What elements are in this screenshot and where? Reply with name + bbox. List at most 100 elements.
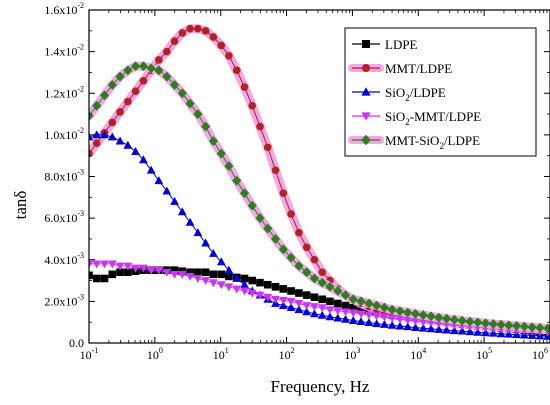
data-point	[449, 326, 459, 335]
data-point	[194, 24, 202, 33]
data-point	[185, 272, 195, 281]
data-point	[302, 307, 312, 316]
series-mmt-sio2-ldpe	[89, 61, 550, 334]
data-point	[317, 310, 327, 319]
data-point	[294, 305, 304, 314]
data-point	[107, 260, 117, 269]
legend-marker	[361, 112, 371, 121]
data-point	[169, 79, 180, 90]
data-point	[255, 213, 265, 224]
data-point	[465, 316, 475, 327]
data-point	[519, 321, 529, 332]
data-point	[116, 268, 124, 277]
data-point	[410, 308, 421, 319]
data-point	[287, 287, 295, 295]
data-point	[341, 314, 350, 323]
data-point	[216, 257, 226, 266]
data-point	[364, 298, 374, 309]
data-point	[310, 293, 319, 302]
x-tick-label: 105	[476, 346, 492, 362]
legend-marker	[362, 64, 370, 72]
data-point	[317, 277, 327, 288]
y-tick-label: 1.2x10-2	[44, 84, 84, 100]
data-point	[434, 324, 444, 333]
data-point	[442, 313, 452, 324]
data-point	[395, 321, 405, 330]
data-point	[387, 320, 397, 329]
data-point	[325, 306, 335, 315]
plot-area	[89, 24, 550, 340]
data-point	[480, 318, 491, 329]
data-point	[232, 66, 241, 75]
data-point	[295, 289, 303, 297]
data-point	[457, 315, 467, 326]
data-point	[465, 327, 475, 336]
data-point	[380, 319, 389, 328]
data-point	[481, 328, 490, 337]
data-point	[333, 307, 343, 316]
data-point	[496, 319, 506, 330]
data-point	[318, 295, 327, 304]
data-point	[317, 304, 327, 313]
data-point	[154, 65, 164, 76]
data-point	[341, 308, 350, 317]
data-point	[186, 24, 194, 33]
data-point	[163, 47, 171, 56]
data-point	[271, 166, 280, 175]
data-point	[240, 280, 249, 289]
data-point	[341, 301, 350, 310]
data-point	[99, 90, 110, 101]
legend-marker	[362, 40, 370, 48]
y-tick-label: 6.0x10-3	[44, 209, 84, 225]
data-point	[92, 260, 102, 269]
data-point	[116, 108, 124, 116]
data-point	[193, 228, 203, 237]
data-point	[89, 260, 94, 269]
data-point	[131, 264, 140, 273]
data-point	[278, 296, 288, 305]
legend-label: MMT-SiO2/LDPE	[385, 133, 480, 151]
x-tick-label: 102	[279, 346, 295, 362]
data-point	[170, 37, 179, 46]
data-point	[201, 27, 210, 35]
data-point	[139, 264, 148, 273]
data-point	[185, 217, 195, 226]
data-point	[216, 281, 226, 290]
data-point	[356, 296, 366, 307]
x-tick-label: 100	[147, 346, 163, 362]
data-point	[387, 314, 397, 323]
data-point	[309, 273, 320, 284]
data-point	[356, 310, 366, 319]
data-point	[201, 268, 210, 277]
data-point	[457, 326, 467, 335]
data-point	[295, 228, 303, 237]
data-point	[240, 83, 249, 91]
data-point	[286, 297, 296, 306]
data-point	[155, 56, 163, 64]
data-point	[162, 186, 172, 195]
data-point	[387, 304, 397, 315]
data-point	[395, 306, 405, 317]
data-point	[224, 161, 234, 172]
data-point	[248, 276, 257, 285]
data-point	[154, 176, 164, 185]
data-point	[100, 260, 109, 269]
legend-marker	[361, 87, 371, 96]
y-tick-label: 1.6x10-2	[44, 1, 84, 17]
data-point	[131, 61, 141, 72]
data-point	[139, 155, 148, 164]
legend-entry: SiO2/LDPE	[352, 85, 446, 103]
data-point	[232, 273, 242, 282]
data-point	[232, 285, 242, 294]
y-tick-label: 1.4x10-2	[44, 43, 84, 59]
data-point	[178, 29, 187, 37]
data-point	[348, 294, 358, 305]
data-point	[535, 322, 545, 333]
data-point	[364, 318, 374, 327]
data-point	[263, 143, 272, 152]
data-point	[380, 313, 389, 322]
data-point	[310, 309, 319, 318]
data-point	[286, 252, 296, 263]
data-point	[170, 196, 179, 205]
data-point	[107, 79, 117, 90]
